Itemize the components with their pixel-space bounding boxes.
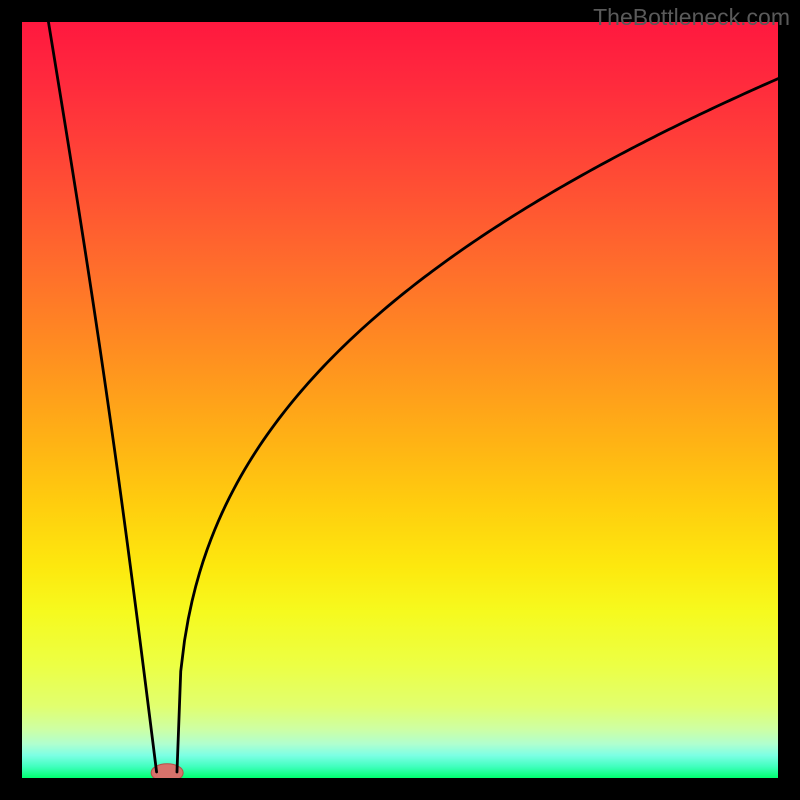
chart-container: TheBottleneck.com: [0, 0, 800, 800]
plot-area: [22, 22, 778, 778]
bottleneck-chart: [0, 0, 800, 800]
watermark-text: TheBottleneck.com: [593, 4, 790, 31]
